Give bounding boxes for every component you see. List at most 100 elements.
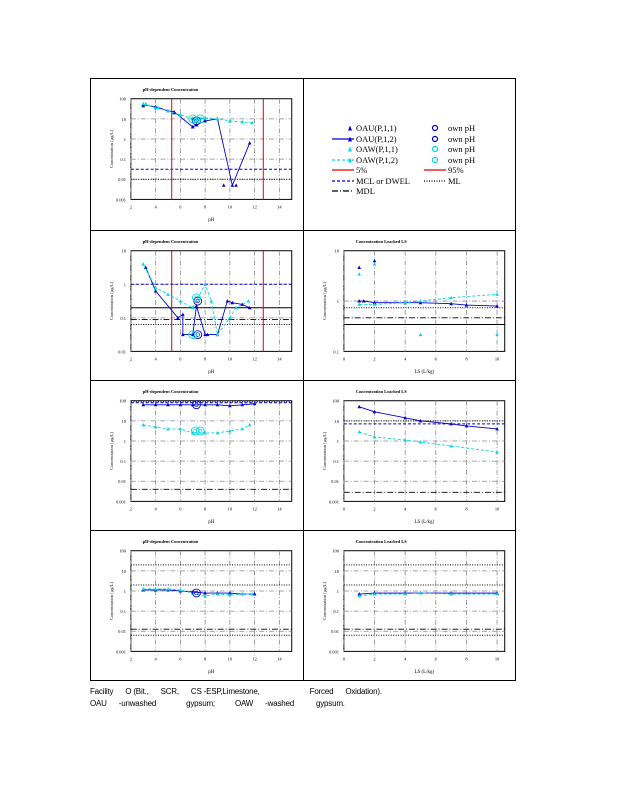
y-tick-label: 1: [337, 299, 339, 304]
x-tick-label: 6: [179, 506, 182, 511]
data-point: [246, 299, 251, 303]
own-ph-marker-inner: [190, 116, 195, 121]
plot-area: [130, 550, 293, 652]
chart-panel-3: 0 2 4 6 8 10 10 1 0.1 Concentration Leached LS LS …: [303, 230, 516, 381]
caption-word: gypsum;: [186, 699, 215, 708]
data-point: [240, 592, 245, 596]
data-point: [230, 183, 235, 187]
caption-word: CS -ESP,Limestone,: [190, 687, 260, 696]
legend-item-mcl: MCL or DWEL: [332, 176, 410, 186]
data-point: [372, 409, 377, 414]
y-tick-label: 10: [335, 249, 340, 254]
own-ph-marker: [192, 293, 201, 303]
x-tick-label: 6: [179, 204, 182, 209]
x-tick-label: 4: [404, 506, 407, 511]
data-point: [203, 332, 207, 337]
own-ph-marker: [192, 400, 201, 410]
chart-p4: 2 4 6 8 10 12 14 100 10 1 0.1 0.01 0.001 pH-dependent…: [109, 389, 293, 525]
x-tick-label: 10: [228, 356, 233, 361]
data-point: [418, 440, 423, 444]
series-line: [143, 104, 251, 187]
data-point: [357, 594, 361, 598]
chart-panel-2: 2 4 6 8 10 12 14 10 1 0.1 0.01 pH-dependent Concent…: [90, 230, 304, 381]
y-tick-label: 0.1: [120, 316, 126, 321]
data-point: [230, 300, 235, 305]
data-point: [495, 332, 499, 337]
data-point: [372, 592, 377, 596]
legend-item-own-ph: own pH: [424, 155, 475, 165]
red-line-icon: [424, 169, 446, 171]
x-tick-label: 2: [130, 506, 132, 511]
x-tick-label: 2: [130, 356, 132, 361]
x-tick-label: 12: [252, 204, 256, 209]
data-point: [252, 401, 257, 406]
data-point: [215, 402, 220, 407]
series-line: [359, 300, 498, 307]
legend-item-ml: ML: [424, 176, 461, 186]
x-tick-label: 14: [277, 656, 282, 661]
data-point: [449, 301, 453, 306]
data-point: [178, 112, 183, 117]
y-axis-label: Concentration [µg/L]: [109, 432, 114, 470]
y-axis-label: Concentration [µg/L]: [322, 282, 327, 320]
caption-word: -washed: [265, 699, 294, 708]
x-tick-label: 2: [373, 506, 375, 511]
series-line: [359, 592, 498, 597]
legend-label: ML: [448, 175, 461, 186]
legend-label: OAW(P,1,2): [356, 154, 398, 165]
legend-panel: OAU(P,1,1) OAU(P,1,2) OAW(P,1,1) OAW(P,1…: [303, 78, 516, 231]
caption-word: OAU: [90, 699, 107, 708]
chart-title: pH-dependent Concentration: [143, 239, 199, 244]
y-tick-label: 100: [119, 549, 126, 554]
caption-line-1: Facility O (Bit., SCR, CS -ESP,Limestone, Fo…: [90, 686, 394, 698]
chart-title: Concentration Leached LS: [356, 389, 408, 394]
data-point: [247, 422, 252, 427]
y-tick-label: 0.01: [118, 177, 126, 182]
triangle-marker-icon: [348, 146, 352, 152]
chart-title: pH-dependent Concentration: [143, 389, 199, 394]
x-tick-label: 6: [179, 656, 182, 661]
data-point: [215, 332, 220, 337]
y-tick-label: 1: [337, 589, 339, 594]
legend-item-oau-p11: OAU(P,1,1): [332, 123, 397, 133]
x-axis-label: LS (L/kg): [415, 670, 435, 675]
y-tick-label: 10: [122, 117, 127, 122]
y-tick-label: 0.01: [331, 479, 339, 484]
data-point: [247, 141, 252, 145]
plot-area: [343, 400, 506, 502]
data-point: [153, 105, 158, 110]
data-point: [194, 304, 199, 308]
data-point: [190, 305, 195, 310]
data-point: [215, 430, 220, 435]
data-point: [357, 265, 361, 269]
y-tick-label: 0.001: [329, 499, 339, 504]
data-point: [449, 444, 453, 448]
chart-p3: 0 2 4 6 8 10 10 1 0.1 Concentration Leached LS LS …: [322, 239, 506, 375]
legend-item-5pct: 5%: [332, 165, 367, 175]
data-point: [403, 415, 407, 420]
y-tick-label: 10: [335, 419, 340, 424]
data-point: [418, 418, 423, 423]
red-line-icon: [332, 169, 354, 171]
data-point: [228, 593, 232, 597]
data-point: [449, 421, 453, 426]
x-tick-label: 4: [404, 656, 407, 661]
y-tick-label: 1: [124, 137, 126, 142]
x-tick-label: 10: [495, 356, 500, 361]
dashed-line-icon: [332, 179, 354, 182]
legend-label: own pH: [448, 123, 476, 133]
x-tick-label: 10: [228, 506, 233, 511]
chart-panel-6: 2 4 6 8 10 12 14 100 10 1 0.1 0.01 0.001 pH-dependent…: [90, 530, 304, 681]
triangle-marker-icon: [348, 125, 352, 131]
data-point: [418, 591, 423, 595]
x-tick-label: 10: [228, 204, 233, 209]
legend-label: 5%: [356, 165, 368, 175]
data-point: [357, 302, 361, 306]
circle-marker-icon: [431, 145, 439, 153]
data-point: [250, 592, 254, 596]
x-axis-label: LS (L/kg): [415, 370, 435, 375]
x-tick-label: 8: [204, 656, 207, 661]
y-tick-label: 100: [119, 399, 126, 404]
x-axis-label: LS (L/kg): [415, 520, 435, 525]
